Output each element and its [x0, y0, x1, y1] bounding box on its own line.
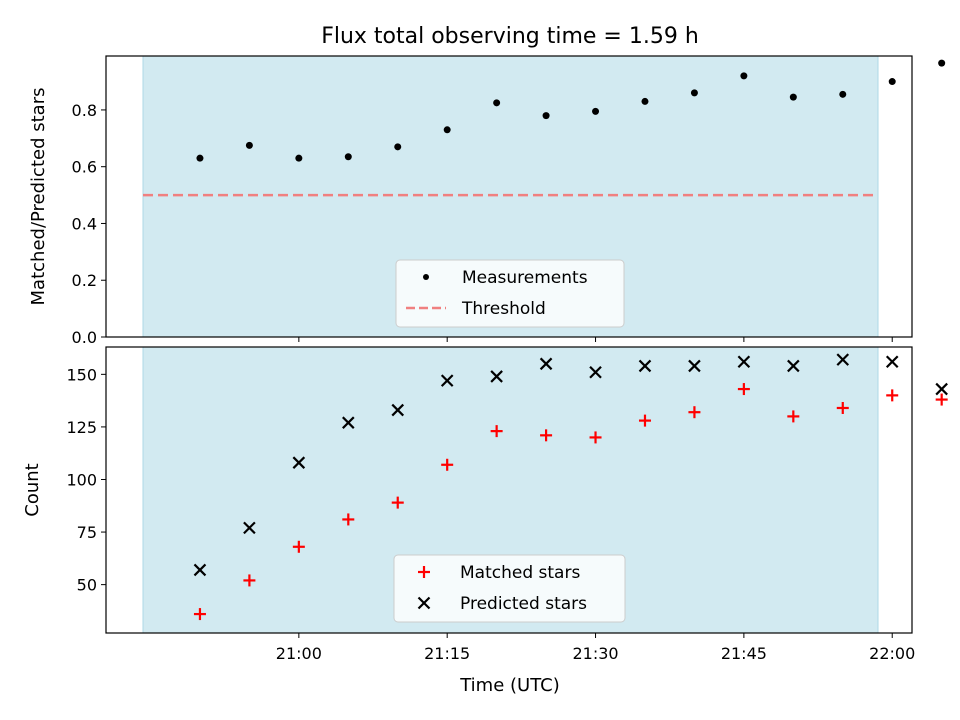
top-panel: 0.0 0.2 0.4 0.6 0.8 Matched/Predicted stars Me…	[28, 55, 946, 347]
matched-star-point	[886, 389, 899, 402]
y-tick-label: 75	[77, 523, 97, 542]
predicted-star-point	[193, 563, 207, 577]
y-tick-label: 125	[66, 418, 97, 437]
legend-predicted-marker	[417, 596, 431, 610]
matched-star-point	[540, 429, 553, 442]
measurement-point	[542, 112, 550, 120]
predicted-star-stroke	[935, 382, 948, 396]
y-tick-label: 0.8	[72, 101, 97, 120]
y-tick-label: 0.4	[72, 214, 97, 233]
predicted-star-point	[688, 359, 701, 373]
predicted-star-point	[490, 370, 503, 383]
matched-star-point	[836, 401, 849, 414]
predicted-star-point	[440, 374, 454, 387]
measurement-point	[839, 90, 847, 98]
measurement-point	[740, 72, 748, 80]
predicted-star-point	[243, 521, 256, 535]
x-tick-label: 21:00	[276, 644, 322, 663]
chart-title: Flux total observing time = 1.59 h	[321, 24, 699, 49]
x-tick-label: 21:15	[424, 644, 470, 663]
y-tick-label: 150	[66, 365, 97, 384]
predicted-star-point	[342, 416, 355, 429]
x-tick-label: 22:00	[869, 644, 915, 663]
legend: Matched stars Predicted stars	[393, 554, 626, 623]
axes-frame	[105, 346, 913, 634]
legend-box	[393, 554, 626, 623]
predicted-star-stroke	[292, 456, 306, 469]
measurement-point	[592, 107, 600, 115]
measurement-point	[245, 141, 253, 149]
predicted-star-stroke	[836, 353, 850, 366]
predicted-star-stroke	[342, 416, 355, 429]
predicted-star-stroke	[539, 357, 553, 371]
matched-star-point	[243, 574, 256, 587]
measurement-point	[493, 99, 501, 107]
measurement-point	[938, 59, 946, 67]
predicted-star-stroke	[589, 365, 602, 379]
predicted-star-stroke	[787, 359, 800, 373]
legend-measurement-marker	[423, 274, 429, 280]
measurement-point	[344, 153, 352, 161]
matched-star-point	[935, 393, 948, 406]
y-axis-label: Matched/Predicted stars	[28, 88, 49, 306]
predicted-star-stroke	[243, 521, 256, 535]
measurement-point	[196, 154, 204, 162]
predicted-star-stroke	[391, 403, 405, 417]
predicted-star-point	[737, 355, 751, 368]
y-tick-label: 50	[77, 576, 97, 595]
predicted-star-point	[885, 355, 899, 368]
measurement-point	[888, 78, 896, 86]
measurement-point	[641, 97, 649, 105]
predicted-star-point	[292, 456, 306, 469]
predicted-star-point	[539, 357, 553, 371]
measurement-point	[394, 143, 402, 151]
matched-star-point	[292, 540, 305, 553]
matched-star-point	[193, 608, 206, 621]
legend-box	[395, 259, 625, 328]
predicted-star-stroke	[490, 370, 503, 383]
predicted-star-stroke	[638, 359, 652, 373]
matched-star-point	[737, 383, 750, 396]
predicted-star-stroke	[737, 355, 751, 368]
x-axis-label: Time (UTC)	[459, 675, 560, 696]
matched-star-point	[638, 414, 651, 427]
predicted-star-point	[836, 353, 850, 366]
predicted-star-point	[787, 359, 800, 373]
axes-frame	[105, 55, 913, 338]
matched-star-point	[787, 410, 800, 423]
matched-star-point	[490, 425, 503, 438]
matched-star-point	[391, 496, 404, 509]
legend: Measurements Threshold	[395, 259, 625, 328]
y-tick-label: 100	[66, 470, 97, 489]
y-tick-label: 0.6	[72, 158, 97, 177]
measurement-point	[789, 93, 797, 101]
y-tick-label: 0.2	[72, 271, 97, 290]
predicted-star-stroke	[440, 374, 454, 387]
matched-star-point	[342, 513, 355, 526]
matched-star-point	[441, 458, 454, 471]
legend-label: Measurements	[462, 268, 588, 288]
legend-label: Predicted stars	[460, 594, 587, 614]
matched-star-point	[589, 431, 602, 444]
legend-label: Threshold	[461, 299, 546, 319]
x-tick-label: 21:30	[572, 644, 618, 663]
measurement-point	[443, 126, 451, 134]
predicted-star-stroke	[193, 563, 207, 577]
bottom-panel: 507510012515021:0021:1521:3021:4522:0022…	[22, 346, 948, 663]
predicted-star-point	[589, 365, 602, 379]
measurement-point	[295, 154, 303, 162]
predicted-star-stroke	[688, 359, 701, 373]
legend-label: Matched stars	[460, 563, 580, 583]
predicted-star-stroke	[885, 355, 899, 368]
matched-star-point	[688, 406, 701, 419]
y-axis-label: Count	[22, 463, 43, 516]
y-tick-label: 0.0	[72, 328, 97, 347]
predicted-star-point	[935, 382, 948, 396]
measurement-point	[690, 89, 698, 97]
predicted-star-point	[638, 359, 652, 373]
x-tick-label: 21:45	[721, 644, 767, 663]
predicted-star-point	[391, 403, 405, 417]
